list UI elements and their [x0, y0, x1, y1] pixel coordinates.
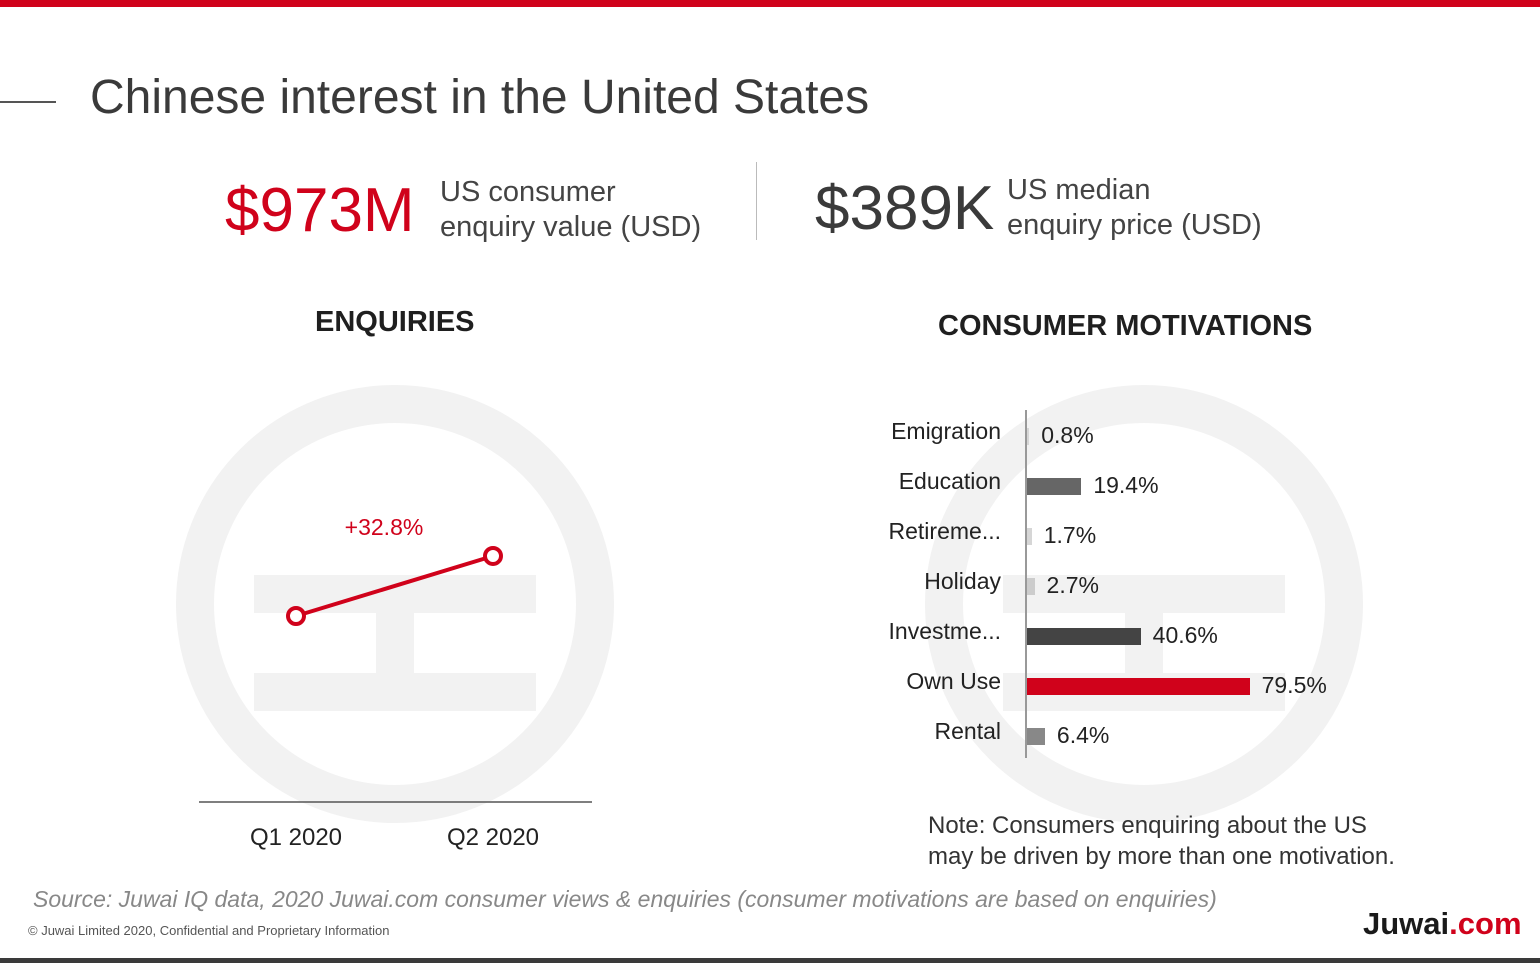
stat-divider — [756, 162, 757, 240]
note-line: may be driven by more than one motivatio… — [928, 843, 1395, 870]
bar-value-label: 1.7% — [1043, 522, 1097, 548]
bar-value-label: 40.6% — [1152, 622, 1218, 648]
bar — [1027, 478, 1082, 495]
bar-value-label: 2.7% — [1046, 572, 1099, 598]
chart-note: Note: Consumers enquiring about the US m… — [928, 810, 1395, 872]
motivations-chart-title: CONSUMER MOTIVATIONS — [938, 310, 1313, 342]
title-rule — [0, 101, 56, 103]
bar — [1027, 728, 1045, 745]
bar-category-label: Retireme... — [888, 518, 1001, 544]
logo-suffix: .com — [1449, 906, 1522, 941]
bar — [1027, 628, 1141, 645]
y-axis-line — [1025, 410, 1027, 758]
bar-value-label: 19.4% — [1093, 472, 1159, 498]
stat-label-median-price: US median enquiry price (USD) — [1007, 173, 1262, 243]
enquiries-line-chart: +32.8% Q1 2020 Q2 2020 — [199, 514, 592, 851]
bar — [1027, 428, 1030, 445]
stat-value-enquiry-value: $973M — [225, 176, 415, 245]
x-tick-label: Q2 2020 — [447, 824, 539, 851]
x-tick-label: Q1 2020 — [250, 824, 342, 851]
bar-category-label: Rental — [934, 718, 1001, 744]
bar-value-label: 79.5% — [1261, 672, 1327, 698]
enquiries-chart-title: ENQUIRIES — [315, 306, 475, 338]
bar — [1027, 578, 1035, 595]
stat-label-enquiry-value: US consumer enquiry value (USD) — [440, 175, 701, 245]
watermark-logo-icon — [925, 385, 1363, 823]
stat-label-line: enquiry value (USD) — [440, 211, 702, 243]
juwai-logo: Juwai.com — [1363, 906, 1522, 942]
copyright-notice: © Juwai Limited 2020, Confidential and P… — [28, 923, 390, 938]
stat-label-line: enquiry price (USD) — [1007, 209, 1262, 241]
logo-name: Juwai — [1363, 906, 1450, 941]
bar-value-label: 6.4% — [1056, 722, 1110, 748]
note-line: Note: Consumers enquiring about the US — [928, 812, 1367, 839]
stat-value-median-price: $389K — [815, 174, 995, 243]
source-citation: Source: Juwai IQ data, 2020 Juwai.com co… — [33, 886, 1217, 912]
bar-category-label: Education — [898, 468, 1001, 494]
bar — [1027, 528, 1032, 545]
top-accent-bar — [0, 0, 1540, 7]
data-point — [286, 606, 306, 626]
bar-value-label: 0.8% — [1041, 422, 1094, 448]
bar-category-label: Investme... — [888, 618, 1001, 644]
bar-category-label: Holiday — [924, 568, 1001, 594]
bar-category-label: Own Use — [906, 668, 1001, 694]
bar-category-label: Emigration — [891, 418, 1001, 444]
data-point — [483, 545, 503, 566]
stat-label-line: US consumer — [440, 176, 616, 208]
change-annotation: +32.8% — [345, 514, 424, 540]
bottom-bar — [0, 958, 1540, 963]
stat-label-line: US median — [1007, 174, 1151, 206]
series-line — [295, 554, 494, 618]
page-title: Chinese interest in the United States — [90, 71, 870, 124]
bar — [1027, 678, 1250, 695]
